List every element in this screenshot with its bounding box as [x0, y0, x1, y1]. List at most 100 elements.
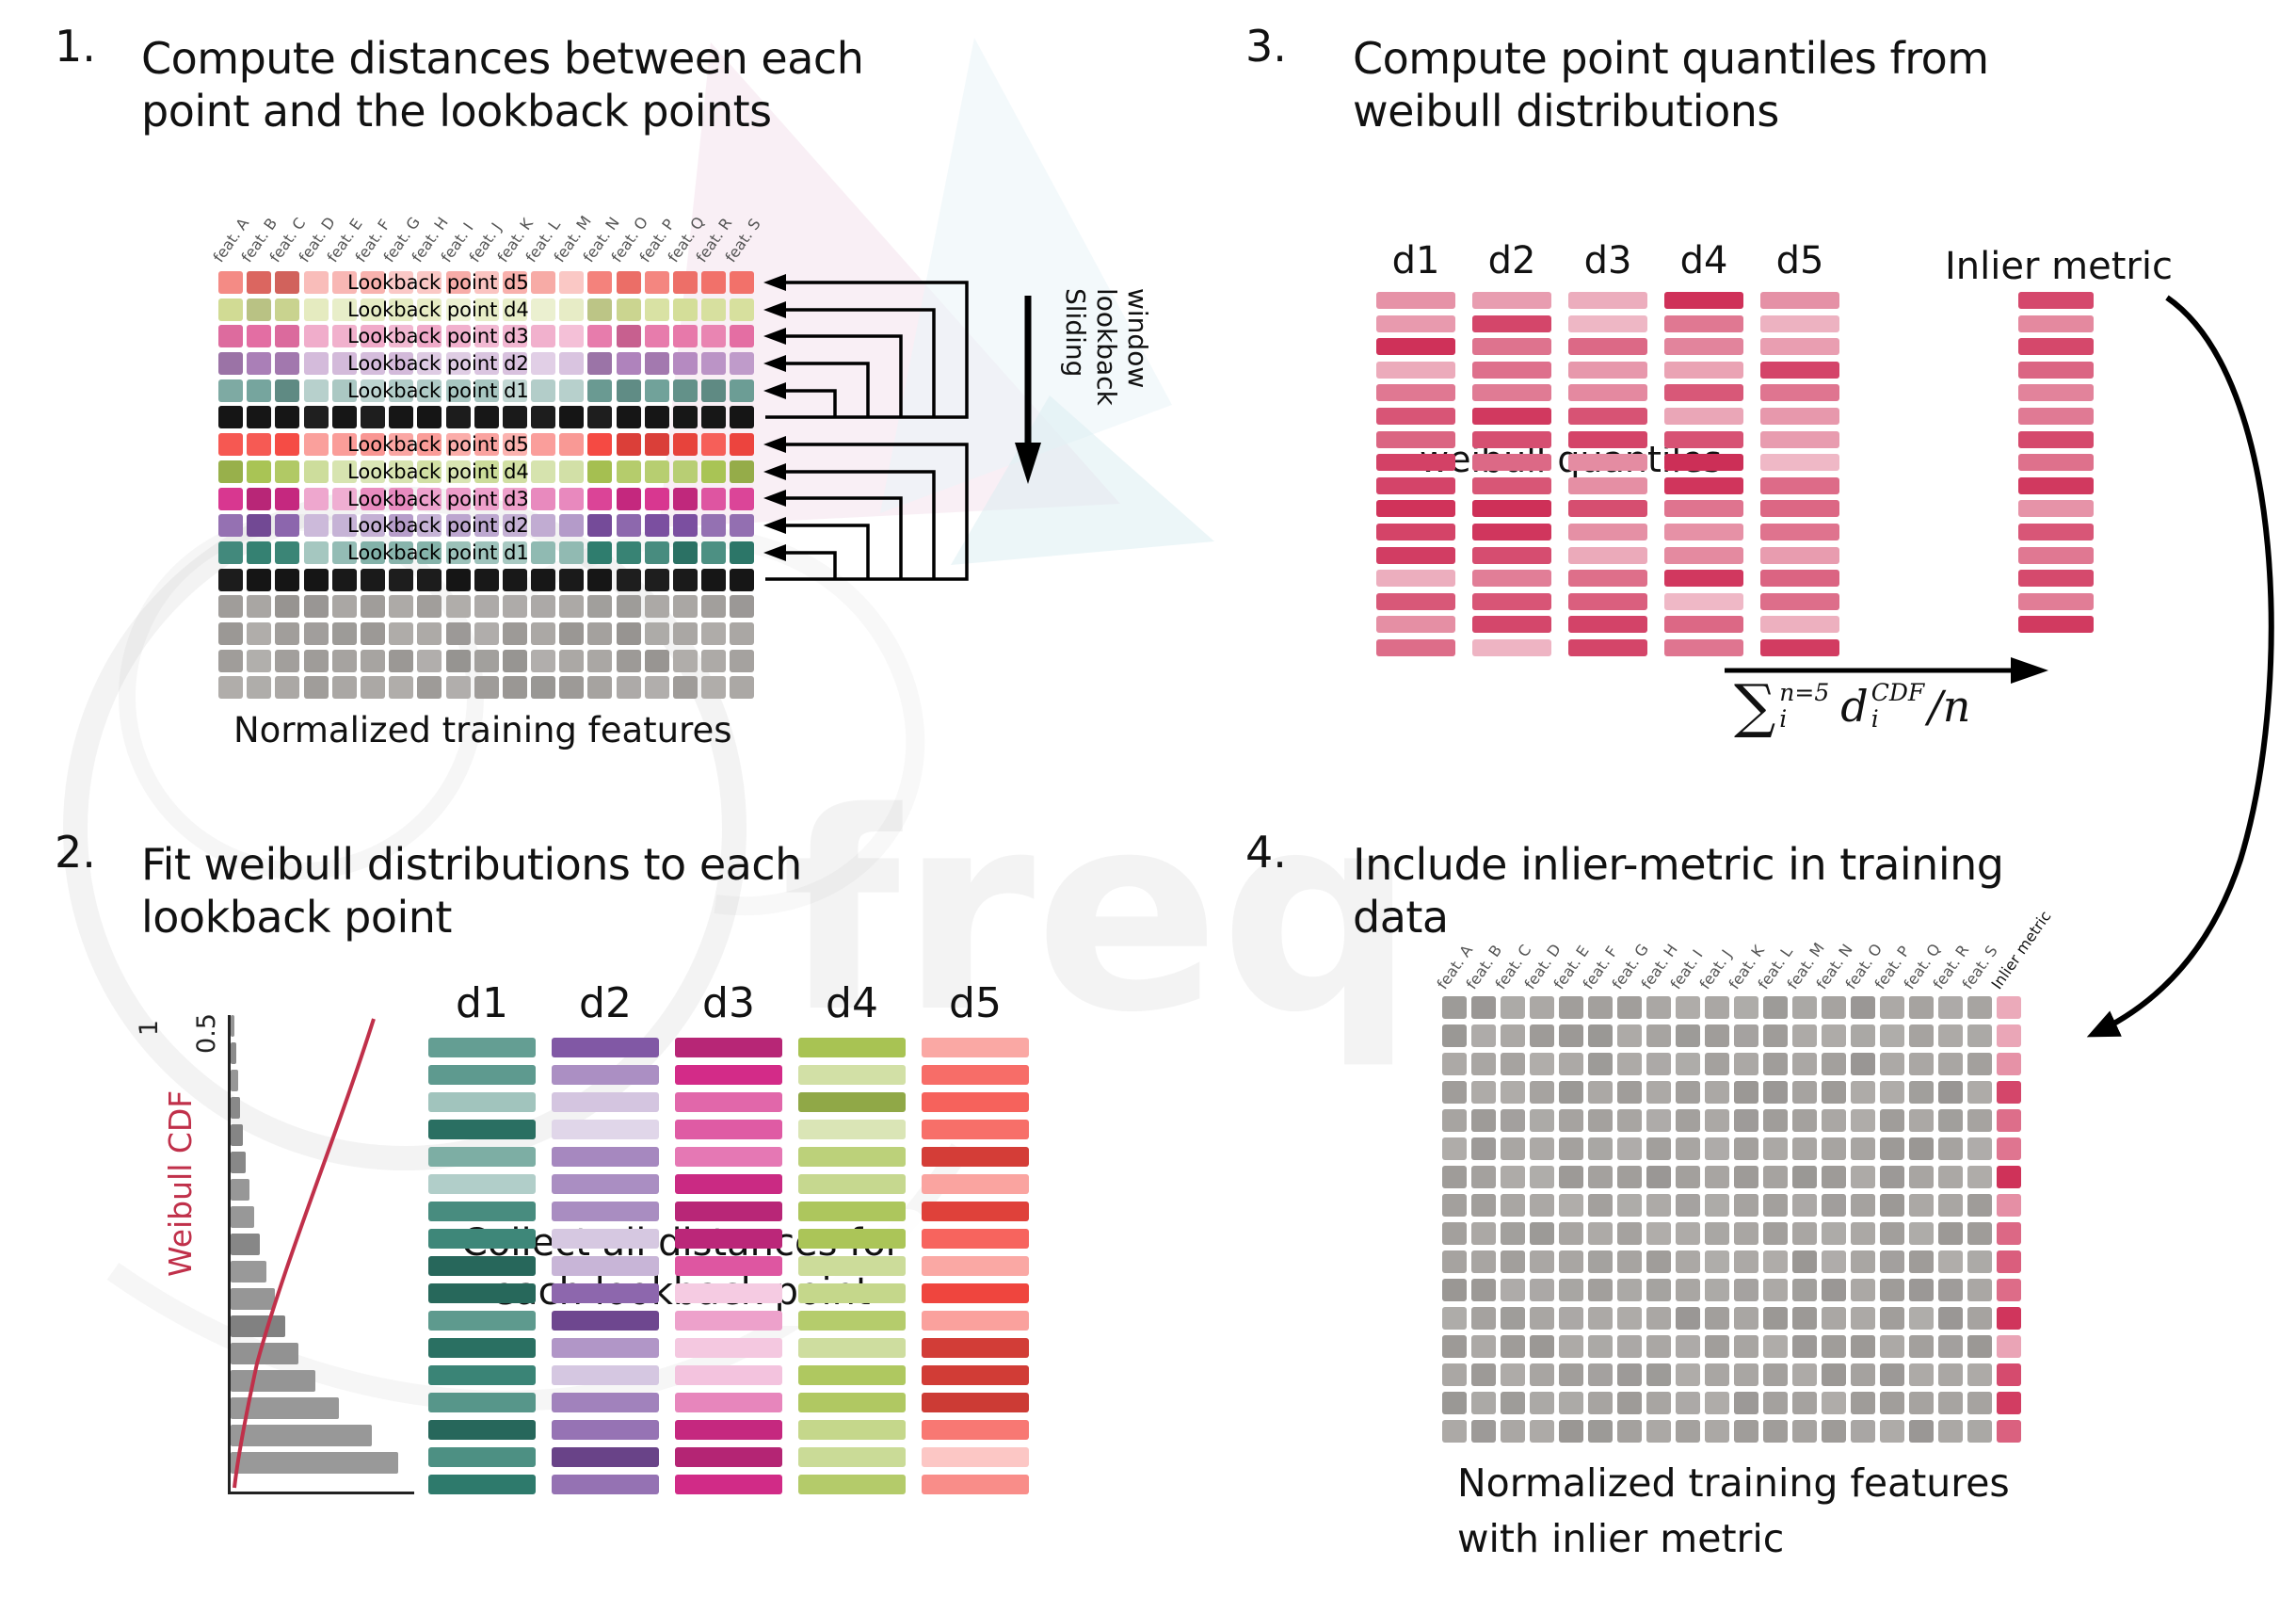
grid-cell — [1588, 1250, 1613, 1273]
sum-symbol: ∑ — [1734, 671, 1776, 741]
grid-cell — [644, 433, 669, 457]
distance-bar — [922, 1447, 1029, 1467]
grid-cell — [445, 514, 471, 538]
grid-cell — [417, 325, 442, 348]
quantile-bar — [1376, 523, 1455, 540]
grid-cell — [1617, 1420, 1642, 1443]
distance-column — [552, 1038, 659, 1502]
grid-cell — [730, 568, 755, 591]
grid-cell — [417, 676, 442, 700]
grid-cell — [1442, 1279, 1467, 1301]
panel-1-number: 1. — [55, 21, 96, 72]
grid-cell — [218, 540, 243, 564]
feature-row: Lookback point d5 — [218, 271, 755, 294]
watermark-swirl — [503, 527, 925, 916]
grid-cell — [218, 352, 243, 376]
histogram-bar — [231, 1288, 275, 1310]
grid-cell — [417, 540, 442, 564]
distance-bar — [922, 1065, 1029, 1085]
grid-cell — [1705, 1250, 1729, 1273]
grid-cell — [474, 676, 499, 700]
grid-cell — [531, 379, 556, 402]
grid-cell — [1646, 1222, 1671, 1245]
grid-cell — [331, 433, 357, 457]
grid-cell — [1501, 1109, 1525, 1132]
grid-cell — [360, 298, 385, 321]
lookback-row-label: Lookback point d3 — [347, 487, 529, 510]
grid-cell — [502, 595, 527, 619]
feature-row — [1442, 996, 2021, 1019]
grid-cell — [445, 433, 471, 457]
feature-row: Lookback point d2 — [218, 352, 755, 376]
quantile-bar — [1376, 500, 1455, 518]
grid-cell — [1909, 1053, 1934, 1075]
sliding-window-label-line: Sliding — [1060, 288, 1092, 378]
grid-cell — [1530, 1024, 1554, 1047]
grid-cell — [1588, 1222, 1613, 1245]
sum-lower-limit: i — [1779, 705, 1788, 733]
histogram-bar — [231, 1397, 339, 1419]
quantile-bar — [1568, 570, 1647, 588]
lookback-arrows — [763, 274, 969, 581]
feature-row — [218, 621, 755, 645]
grid-cell — [218, 487, 243, 510]
distance-bar — [675, 1229, 782, 1249]
quantile-bar — [1760, 476, 1839, 494]
grid-cell — [502, 621, 527, 645]
grid-cell — [1851, 1109, 1875, 1132]
distance-bar — [922, 1174, 1029, 1194]
grid-cell — [531, 649, 556, 672]
lookback-row-label: Lookback point d3 — [347, 325, 529, 348]
grid-cell — [1967, 1194, 1992, 1217]
grid-cell — [730, 298, 755, 321]
feature-row — [1442, 1081, 2021, 1104]
term-subscript: i — [1871, 705, 1879, 733]
grid-cell — [303, 352, 329, 376]
grid-cell — [1938, 1109, 1963, 1132]
grid-cell — [331, 352, 357, 376]
grid-cell — [1530, 1166, 1554, 1188]
grid-cell — [1909, 1024, 1934, 1047]
grid-cell — [1442, 1081, 1467, 1104]
distance-bar — [798, 1283, 906, 1303]
feature-row — [1442, 1335, 2021, 1358]
quantile-bar — [1760, 616, 1839, 634]
grid-cell — [1792, 996, 1817, 1019]
quantile-bar — [1760, 315, 1839, 332]
feature-row — [1442, 1109, 2021, 1132]
grid-cell — [445, 621, 471, 645]
grid-cell — [1734, 1222, 1758, 1245]
grid-cell — [644, 649, 669, 672]
grid-cell — [1676, 1081, 1700, 1104]
feature-row — [218, 568, 755, 591]
grid-cell — [1763, 1081, 1788, 1104]
panel-1-title: Compute distances between each point and… — [141, 32, 864, 137]
grid-cell — [1559, 1166, 1583, 1188]
distance-bar — [798, 1447, 906, 1467]
grid-cell — [474, 271, 499, 294]
grid-cell — [1880, 1137, 1904, 1160]
grid-cell — [587, 595, 613, 619]
grid-cell — [1734, 1392, 1758, 1414]
grid-cell — [1734, 1166, 1758, 1188]
grid-cell — [1530, 1053, 1554, 1075]
distance-bar — [675, 1420, 782, 1440]
quantile-bar — [1376, 315, 1455, 332]
grid-cell — [730, 514, 755, 538]
grid-cell — [389, 621, 414, 645]
grid-cell — [389, 568, 414, 591]
grid-cell — [1763, 1194, 1788, 1217]
lookback-row-label: Lookback point d2 — [347, 514, 529, 538]
grid-cell — [360, 595, 385, 619]
grid-cell — [1442, 1420, 1467, 1443]
grid-cell — [559, 595, 585, 619]
grid-cell — [1501, 1420, 1525, 1443]
distance-bar — [552, 1475, 659, 1494]
quantile-bar — [1376, 407, 1455, 425]
distance-bar — [922, 1229, 1029, 1249]
grid-cell — [474, 595, 499, 619]
distance-bar — [922, 1092, 1029, 1112]
grid-cell — [644, 621, 669, 645]
grid-cell — [1676, 1222, 1700, 1245]
distance-bar — [552, 1393, 659, 1412]
